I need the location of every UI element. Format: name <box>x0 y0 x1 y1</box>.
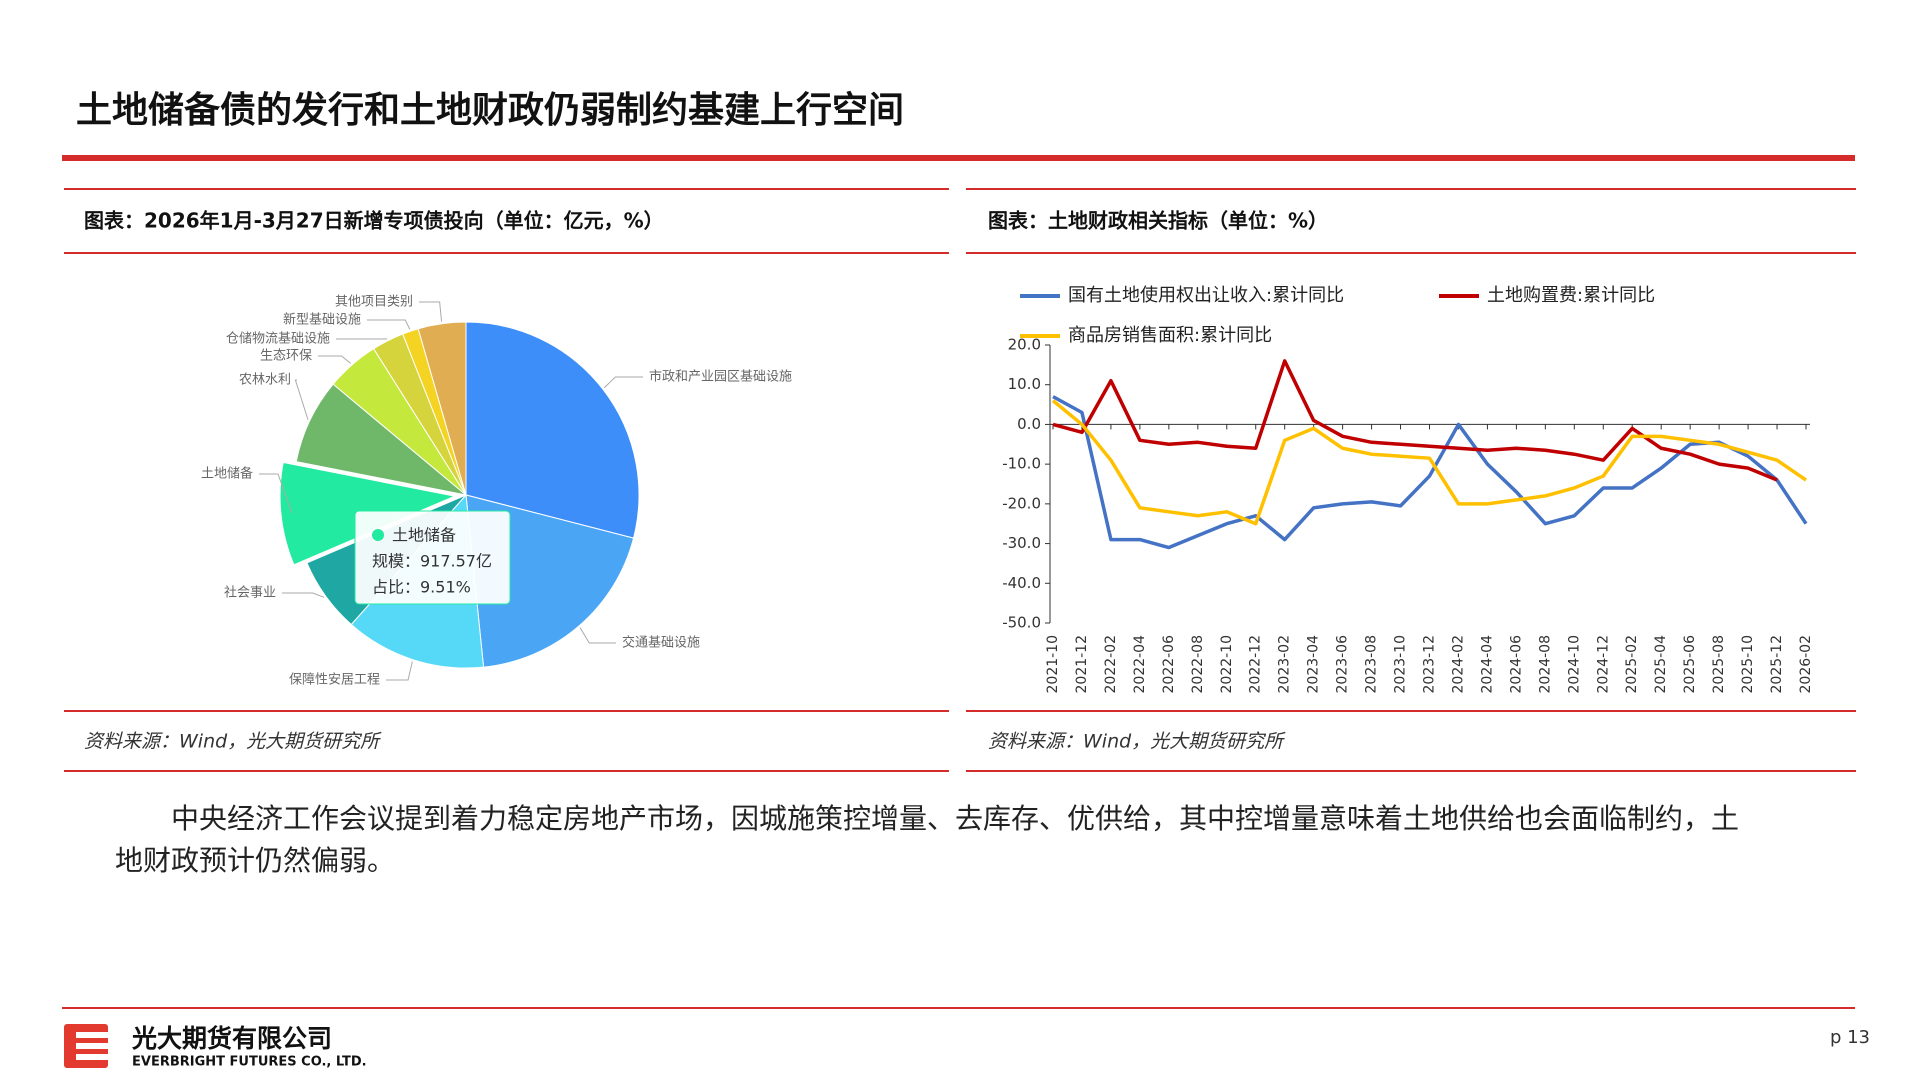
slide-title: 土地储备债的发行和土地财政仍弱制约基建上行空间 <box>76 90 904 131</box>
leader-line <box>579 627 616 644</box>
y-tick-label: -50.0 <box>1002 614 1041 632</box>
slice-label: 仓储物流基础设施 <box>226 332 330 347</box>
pie-slice <box>417 321 467 496</box>
source: 资料来源：Wind，光大期货研究所 <box>84 731 382 753</box>
series-line <box>1052 395 1808 550</box>
source: 资料来源：Wind，光大期货研究所 <box>988 731 1286 753</box>
x-tick-label: 2024-08 <box>1537 635 1553 694</box>
x-tick-label: 2022-04 <box>1132 635 1148 694</box>
x-tick-label: 2022-08 <box>1190 635 1206 694</box>
leader-line <box>318 355 352 364</box>
legend-label: 国有土地使用权出让收入:累计同比 <box>1068 285 1344 306</box>
leader-line <box>419 301 443 322</box>
x-tick-label: 2021-12 <box>1074 635 1090 694</box>
tooltip-line: 规模：917.57亿 <box>372 552 492 571</box>
series-line <box>1052 359 1778 482</box>
x-tick-label: 2024-10 <box>1566 635 1582 694</box>
panel-rules <box>62 188 1856 1009</box>
y-tick-label: -40.0 <box>1002 574 1041 592</box>
title-rule <box>62 155 1855 161</box>
body-text: 中央经济工作会议提到着力稳定房地产市场，因城施策控增量、去库存、优供给，其中控增… <box>115 802 1740 877</box>
y-tick-label: 0.0 <box>1017 415 1041 433</box>
slice-label: 交通基础设施 <box>622 635 700 651</box>
chart-title: 图表：土地财政相关指标（单位：%） <box>988 209 1328 233</box>
slice-label: 社会事业 <box>224 585 276 601</box>
slice-label: 生态环保 <box>260 349 312 364</box>
company-name-en: EVERBRIGHT FUTURES CO., LTD. <box>132 1055 367 1070</box>
x-tick-label: 2025-12 <box>1769 635 1785 694</box>
logo <box>64 1024 108 1068</box>
tooltip-box <box>354 510 511 605</box>
x-tick-label: 2024-02 <box>1450 635 1466 694</box>
x-tick-label: 2023-06 <box>1335 635 1351 694</box>
slice-label: 农林水利 <box>239 373 291 388</box>
x-tick-label: 2024-12 <box>1595 635 1611 694</box>
x-tick-label: 2026-02 <box>1798 635 1814 694</box>
slice-label: 保障性安居工程 <box>289 673 380 688</box>
x-tick-label: 2024-06 <box>1508 635 1524 694</box>
x-tick-label: 2023-10 <box>1393 635 1409 694</box>
x-tick-label: 2022-12 <box>1248 635 1264 694</box>
y-tick-label: 20.0 <box>1008 336 1041 354</box>
x-tick-label: 2025-08 <box>1711 635 1727 694</box>
y-tick-label: -10.0 <box>1002 455 1041 473</box>
leader-line <box>367 319 411 330</box>
x-tick-label: 2023-04 <box>1306 635 1322 694</box>
x-tick-label: 2023-08 <box>1364 635 1380 694</box>
leader-line <box>603 376 643 389</box>
leader-line <box>386 661 413 681</box>
slice-label: 其他项目类别 <box>335 295 413 310</box>
x-tick-label: 2025-06 <box>1682 635 1698 694</box>
y-tick-label: -30.0 <box>1002 534 1041 552</box>
x-tick-label: 2022-10 <box>1219 635 1235 694</box>
tooltip-line: 占比：9.51% <box>372 578 471 597</box>
x-tick-label: 2025-04 <box>1653 635 1669 694</box>
y-tick-label: 10.0 <box>1008 375 1041 393</box>
slice-label: 市政和产业园区基础设施 <box>649 369 792 385</box>
pie-slice <box>465 321 640 539</box>
legend-label: 土地购置费:累计同比 <box>1487 285 1655 306</box>
x-tick-label: 2025-10 <box>1740 635 1756 694</box>
x-tick-label: 2021-10 <box>1045 635 1061 694</box>
series-line <box>1051 399 1807 526</box>
x-tick-label: 2023-02 <box>1277 635 1293 694</box>
leader-line <box>282 592 325 598</box>
legend-label: 商品房销售面积:累计同比 <box>1068 325 1272 346</box>
page-number: p 13 <box>1830 1027 1870 1048</box>
slice-label: 土地储备 <box>201 466 253 482</box>
y-tick-label: -20.0 <box>1002 494 1041 512</box>
x-tick-label: 2022-06 <box>1161 635 1177 694</box>
tooltip-title: 土地储备 <box>392 526 456 545</box>
company-name: 光大期货有限公司 <box>131 1024 332 1053</box>
leader-line <box>259 473 293 514</box>
chart-title: 图表：2026年1月-3月27日新增专项债投向（单位：亿元，%） <box>84 209 664 233</box>
x-tick-label: 2024-04 <box>1479 635 1495 694</box>
slice-label: 新型基础设施 <box>283 312 361 328</box>
x-tick-label: 2025-02 <box>1624 635 1640 694</box>
x-tick-label: 2023-12 <box>1422 635 1438 694</box>
tooltip-dot <box>372 529 384 541</box>
x-tick-label: 2022-02 <box>1103 635 1119 694</box>
leader-line <box>294 379 309 420</box>
